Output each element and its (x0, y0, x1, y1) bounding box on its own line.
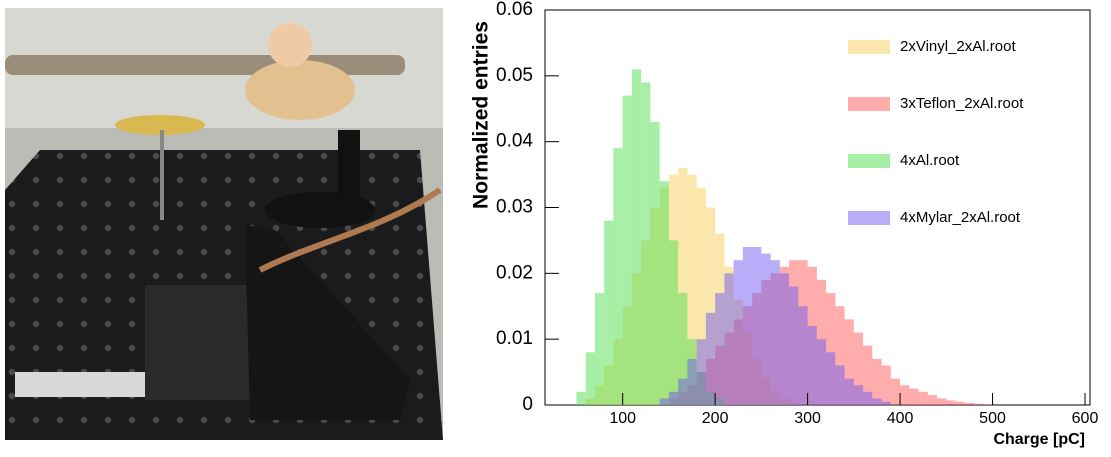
legend-label: 4xAl.root (900, 152, 960, 169)
y-tick-label: 0 (522, 394, 533, 415)
x-tick-label: 600 (1072, 410, 1099, 427)
histogram-bar (687, 358, 697, 405)
histogram-bar (927, 395, 938, 405)
y-axis-label: Normalized entries (470, 21, 493, 209)
histogram-bar (715, 293, 725, 405)
histogram-bar (576, 391, 586, 405)
foil-disc (115, 115, 205, 135)
histogram-bar (937, 398, 947, 405)
histogram-bar (900, 385, 910, 405)
histogram-bar (807, 326, 817, 405)
histogram-bar (844, 319, 854, 405)
histogram-bar (826, 293, 836, 405)
histogram-bar (881, 401, 891, 405)
y-tick-label: 0.04 (496, 131, 533, 152)
histogram-bar (946, 400, 956, 405)
histogram-bar (789, 286, 799, 405)
histogram-bar (594, 293, 605, 405)
histogram-bar (668, 391, 679, 405)
motor (145, 285, 250, 400)
legend-swatch (848, 211, 890, 225)
histogram-bar (687, 174, 697, 405)
histogram-bar (770, 260, 780, 405)
photo (5, 8, 443, 440)
legend-swatch (848, 154, 890, 168)
bracket (245, 225, 410, 420)
legend-swatch (848, 97, 890, 111)
histogram-bar (964, 403, 975, 405)
histogram-bar (733, 260, 743, 405)
legend-label: 4xMylar_2xAl.root (900, 209, 1021, 226)
histogram-bar (835, 365, 845, 405)
x-tick-label: 100 (609, 410, 636, 427)
histogram-bar (974, 403, 984, 405)
y-tick-label: 0.02 (496, 262, 533, 283)
figure-toy (245, 60, 355, 120)
histogram-bar (668, 240, 679, 405)
histogram-bar (844, 378, 854, 405)
rod (160, 130, 164, 220)
histogram-bar (696, 339, 706, 405)
x-tick-label: 500 (979, 410, 1006, 427)
histogram-bar (872, 358, 882, 405)
histogram-bar (779, 273, 790, 405)
histogram-bar (816, 339, 827, 405)
histogram-bar (955, 401, 965, 405)
histogram-bar (835, 306, 845, 405)
histogram-bar (650, 121, 660, 406)
x-tick-label: 400 (887, 410, 914, 427)
histogram-bar (678, 168, 688, 405)
histogram-bar (853, 332, 864, 405)
histogram-bar (622, 95, 632, 405)
histogram-bar (585, 352, 595, 405)
x-axis-label: Charge [pC] (993, 431, 1085, 448)
plate (15, 372, 145, 397)
histogram-bar (678, 293, 688, 405)
histogram-bar (761, 253, 771, 405)
x-tick-label: 200 (702, 410, 729, 427)
histogram-bar (983, 404, 993, 405)
histogram-bar (678, 378, 688, 405)
histogram-bar (631, 69, 642, 405)
histogram-bar (798, 306, 808, 405)
histogram-bar (890, 378, 901, 405)
histogram-bar (659, 181, 669, 405)
histogram-bar (659, 398, 669, 405)
y-tick-label: 0.03 (496, 197, 533, 218)
histogram-bar (752, 247, 762, 405)
toy-head (268, 23, 312, 67)
legend-swatch (848, 40, 890, 54)
y-tick-label: 0.06 (496, 0, 533, 20)
histogram-bar (696, 187, 706, 405)
histogram-bar (872, 398, 882, 405)
histogram-bar (705, 207, 716, 405)
histogram-bar (863, 345, 873, 405)
histogram-bar (909, 388, 919, 405)
histogram-bar (742, 247, 753, 405)
histogram-bar (826, 352, 836, 405)
cables (258, 187, 442, 273)
legend-label: 3xTeflon_2xAl.root (900, 95, 1024, 112)
pipe (5, 55, 405, 75)
histogram-bar (918, 391, 928, 405)
histogram-bar (604, 220, 614, 405)
x-tick-label: 300 (794, 410, 821, 427)
histogram-bar (863, 391, 873, 405)
y-tick-label: 0.05 (496, 65, 533, 86)
histogram-bar (724, 273, 734, 405)
stand-post (338, 130, 360, 210)
histogram-bar (853, 385, 864, 405)
histogram-bar (705, 312, 716, 405)
legend-label: 2xVinyl_2xAl.root (900, 38, 1016, 55)
histogram-bar (881, 365, 891, 405)
histogram-bar (641, 82, 651, 406)
y-tick-label: 0.01 (496, 328, 533, 349)
histogram-bar (613, 148, 623, 405)
